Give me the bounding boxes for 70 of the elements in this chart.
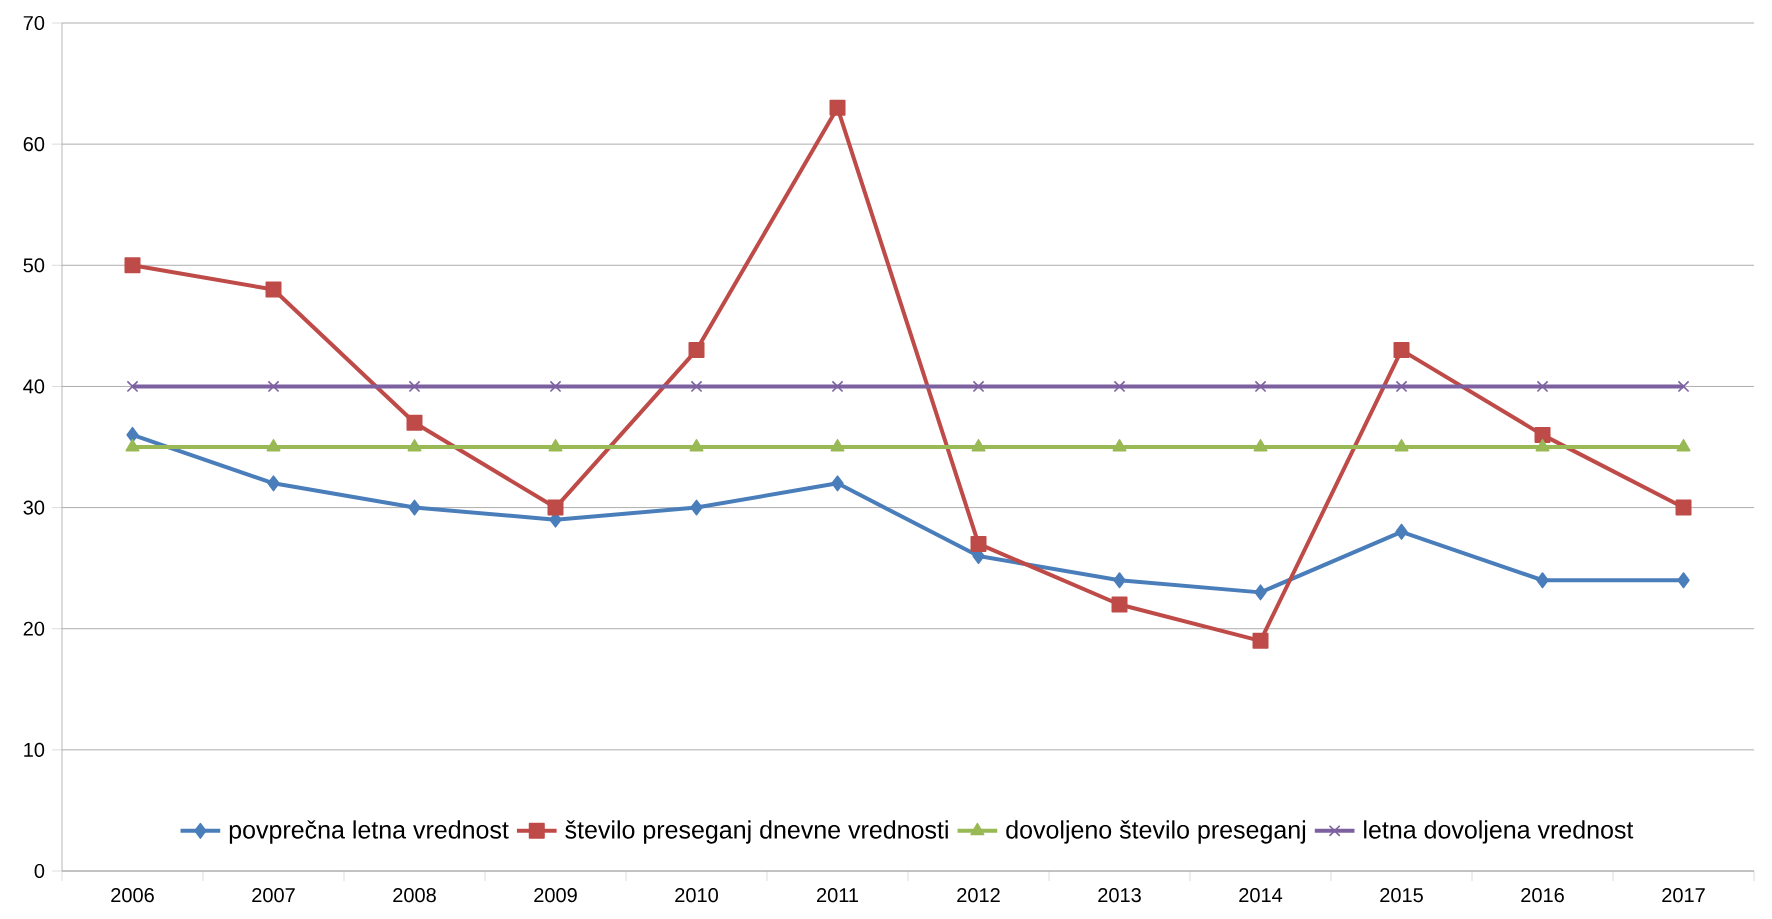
point xyxy=(1675,499,1692,516)
x-tick-label: 2006 xyxy=(111,888,154,903)
y-tick-label: 30 xyxy=(23,500,45,515)
point xyxy=(830,439,845,452)
point xyxy=(1677,572,1690,589)
point xyxy=(1536,572,1549,589)
point xyxy=(829,99,846,116)
point xyxy=(267,475,280,492)
point xyxy=(1677,380,1690,393)
point xyxy=(971,439,986,452)
point xyxy=(1535,439,1550,452)
point xyxy=(1536,380,1549,393)
y-tick-label: 70 xyxy=(23,15,45,31)
x-tick-label: 2007 xyxy=(252,888,295,903)
x-tick-label: 2014 xyxy=(1239,888,1283,903)
point xyxy=(688,342,705,359)
point xyxy=(549,380,562,393)
x-tick-label: 2017 xyxy=(1662,888,1705,903)
legend-label: povprečna letna vrednost xyxy=(229,820,509,844)
point xyxy=(1113,572,1126,589)
point xyxy=(126,380,139,393)
point xyxy=(1254,380,1267,393)
x-tick-label: 2013 xyxy=(1098,888,1141,903)
y-tick-label: 50 xyxy=(23,258,45,273)
point xyxy=(407,439,422,452)
point xyxy=(125,439,140,452)
point xyxy=(267,380,280,393)
x-tick-label: 2011 xyxy=(817,888,859,903)
point xyxy=(1395,380,1408,393)
x-tick-label: 2015 xyxy=(1380,888,1423,903)
x-tick-label: 2008 xyxy=(393,888,436,903)
legend-label: število preseganj dnevne vrednosti xyxy=(565,820,948,844)
x-tick-label: 2016 xyxy=(1521,888,1564,903)
point xyxy=(690,499,703,516)
point xyxy=(972,380,985,393)
point xyxy=(406,414,423,431)
point xyxy=(831,380,844,393)
point xyxy=(266,439,281,452)
point xyxy=(1393,342,1410,359)
point xyxy=(548,439,563,452)
point xyxy=(1112,439,1127,452)
point xyxy=(265,281,282,298)
point xyxy=(1113,380,1126,393)
point xyxy=(547,499,564,516)
point xyxy=(408,499,421,516)
point xyxy=(689,439,704,452)
y-tick-label: 0 xyxy=(34,863,45,879)
point xyxy=(690,380,703,393)
point xyxy=(970,535,987,552)
point xyxy=(126,426,139,443)
point xyxy=(1534,426,1551,443)
point xyxy=(1394,439,1409,452)
x-tick-label: 2012 xyxy=(957,888,1000,903)
y-tick-label: 20 xyxy=(23,621,45,636)
point xyxy=(1252,632,1269,649)
legend-label: dovoljeno število preseganj xyxy=(1006,820,1306,844)
point xyxy=(408,380,421,393)
y-tick-label: 40 xyxy=(23,379,45,394)
point xyxy=(1254,584,1267,601)
y-tick-label: 60 xyxy=(23,137,45,152)
point xyxy=(1395,523,1408,540)
x-tick-label: 2010 xyxy=(675,888,718,903)
point xyxy=(124,257,141,274)
legend-label: letna dovoljena vrednost xyxy=(1364,820,1634,844)
point xyxy=(831,475,844,492)
y-tick-label: 10 xyxy=(24,742,45,757)
point xyxy=(1111,596,1128,613)
point xyxy=(1253,439,1268,452)
x-tick-label: 2009 xyxy=(534,888,577,903)
point xyxy=(1676,439,1691,452)
